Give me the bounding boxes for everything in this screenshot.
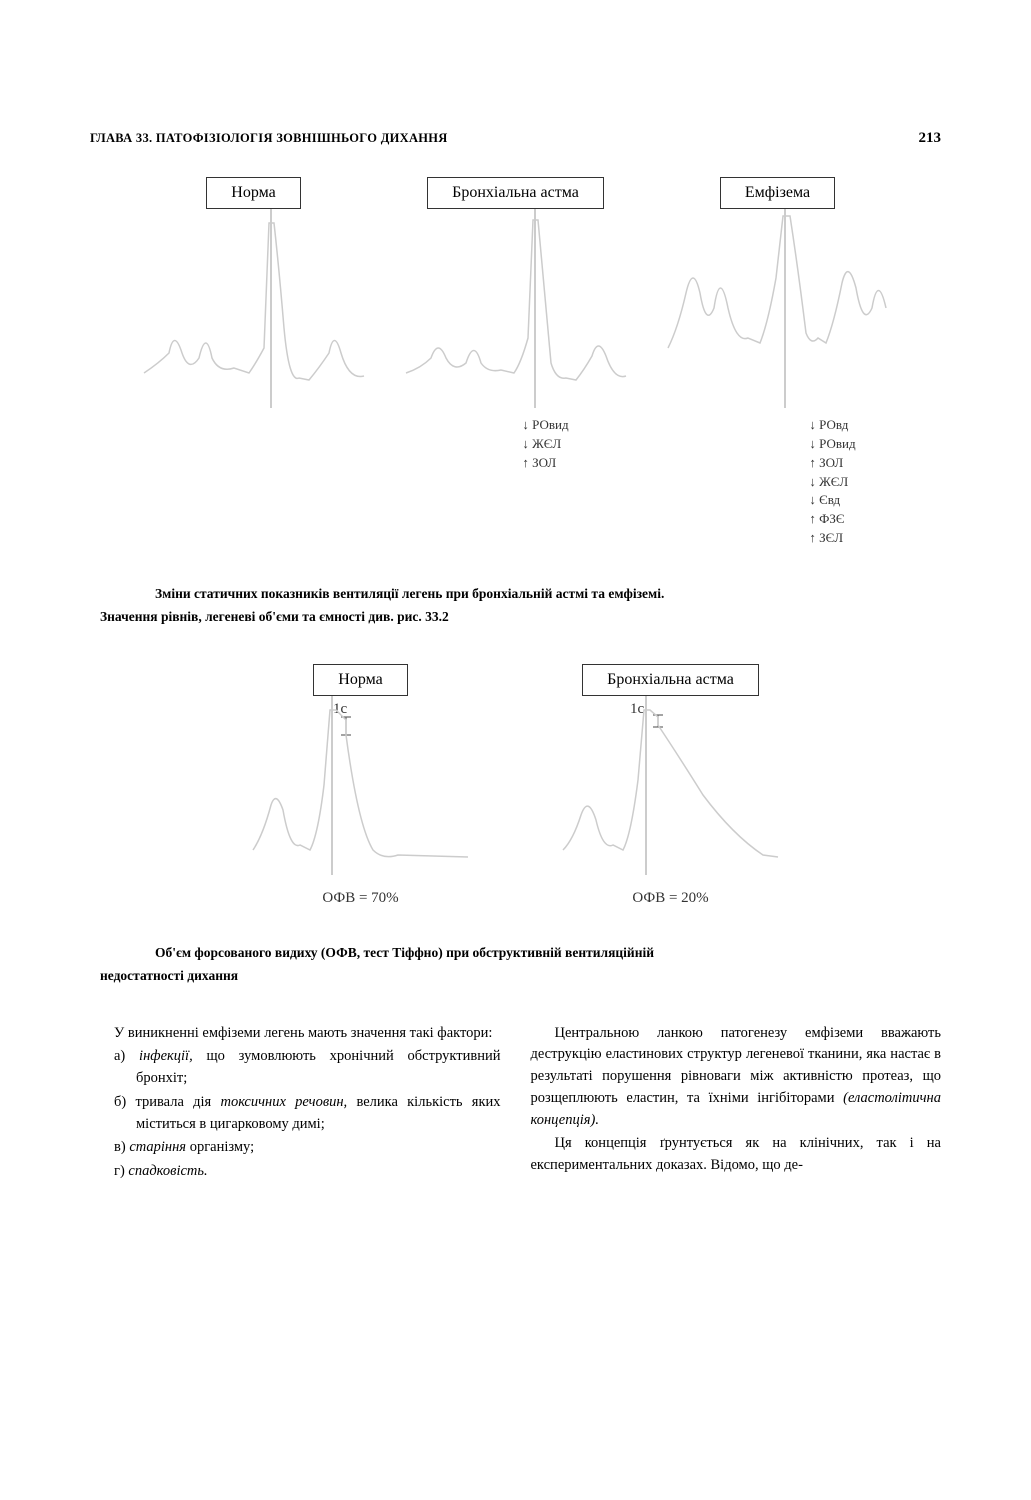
caption-line-1: Зміни статичних показників вентиляції ле…	[100, 583, 931, 606]
fev-asthma: 1с	[548, 695, 793, 875]
page-number: 213	[919, 130, 942, 147]
annotation-line: ↓ РОвд	[809, 416, 855, 435]
figure-2-panel-asthma: Бронхіальна астма 1с ОФВ = 20%	[541, 664, 801, 907]
annotation-line: ↓ Євд	[809, 491, 855, 510]
annotation-line: ↑ ЗОЛ	[809, 454, 855, 473]
annotation-line: ↓ РОвид	[809, 435, 855, 454]
figure-1-panel-norma: Норма	[130, 177, 377, 548]
bottom-label: ОФВ = 70%	[322, 890, 398, 907]
inner-label: 1с	[630, 701, 645, 717]
caption-line-2: Значення рівнів, легеневі об'єми та ємно…	[100, 609, 449, 624]
figure-2: Норма 1с ОФВ = 70% Бронхіальна астма 1с	[90, 664, 941, 988]
caption-line-2: недостатності дихання	[100, 968, 238, 983]
annotation-line: ↑ ЗЄЛ	[809, 529, 855, 548]
fev-norma: 1с	[238, 695, 483, 875]
figure-2-panel-norma: Норма 1с ОФВ = 70%	[231, 664, 491, 907]
panel-title: Бронхіальна астма	[427, 177, 604, 209]
panel-title: Норма	[313, 664, 407, 696]
body-text: У виникненні емфіземи легень мають значе…	[90, 1023, 941, 1185]
page-header: ГЛАВА 33. ПАТОФІЗІОЛОГІЯ ЗОВНІШНЬОГО ДИХ…	[90, 130, 941, 147]
figure-2-panels: Норма 1с ОФВ = 70% Бронхіальна астма 1с	[90, 664, 941, 907]
panel-annotation: ↓ РОвд ↓ РОвид ↑ ЗОЛ ↓ ЖЄЛ ↓ Євд ↑ ФЗЄ ↑…	[809, 416, 855, 548]
column-right: Центральною ланкою патогенезу емфіземи в…	[531, 1023, 942, 1185]
panel-title: Емфізема	[720, 177, 835, 209]
annotation-line: ↓ ЖЄЛ	[809, 473, 855, 492]
figure-1-panel-asthma: Бронхіальна астма ↓ РОвид ↓ ЖЄЛ ↑ ЗОЛ	[392, 177, 639, 548]
list-item-b: б) тривала дія токсичних речовин, велика…	[90, 1092, 501, 1136]
figure-1-caption: Зміни статичних показників вентиляції ле…	[90, 583, 941, 629]
panel-title: Бронхіальна астма	[582, 664, 759, 696]
figure-1: Норма Бронхіальна астма ↓ РОвид ↓ ЖЄЛ ↑ …	[90, 177, 941, 629]
spirogram-norma	[134, 208, 374, 408]
list-item-a: а) інфекції, що зумовлюють хронічний обс…	[90, 1046, 501, 1090]
annotation-line: ↓ ЖЄЛ	[522, 435, 568, 454]
spirogram-emphysema	[658, 208, 898, 408]
figure-1-panels: Норма Бронхіальна астма ↓ РОвид ↓ ЖЄЛ ↑ …	[90, 177, 941, 548]
list-item-v: в) старіння організму;	[90, 1137, 501, 1159]
panel-title: Норма	[206, 177, 300, 209]
annotation-line: ↓ РОвид	[522, 416, 568, 435]
para-intro: У виникненні емфіземи легень мають значе…	[90, 1023, 501, 1045]
bottom-label: ОФВ = 20%	[632, 890, 708, 907]
para-central: Центральною ланкою патогенезу емфіземи в…	[531, 1023, 942, 1132]
spirogram-asthma	[396, 208, 636, 408]
para-concept: Ця концепція ґрунтується як на клінічних…	[531, 1133, 942, 1177]
panel-annotation: ↓ РОвид ↓ ЖЄЛ ↑ ЗОЛ	[522, 416, 568, 473]
caption-line-1: Об'єм форсованого видиху (ОФВ, тест Тіфф…	[100, 942, 931, 965]
chapter-title: ГЛАВА 33. ПАТОФІЗІОЛОГІЯ ЗОВНІШНЬОГО ДИХ…	[90, 131, 448, 146]
figure-2-caption: Об'єм форсованого видиху (ОФВ, тест Тіфф…	[90, 942, 941, 988]
list-item-g: г) спадковість.	[90, 1161, 501, 1183]
figure-1-panel-emphysema: Емфізема ↓ РОвд ↓ РОвид ↑ ЗОЛ ↓ ЖЄЛ ↓ Єв…	[654, 177, 901, 548]
annotation-line: ↑ ЗОЛ	[522, 454, 568, 473]
column-left: У виникненні емфіземи легень мають значе…	[90, 1023, 501, 1185]
annotation-line: ↑ ФЗЄ	[809, 510, 855, 529]
